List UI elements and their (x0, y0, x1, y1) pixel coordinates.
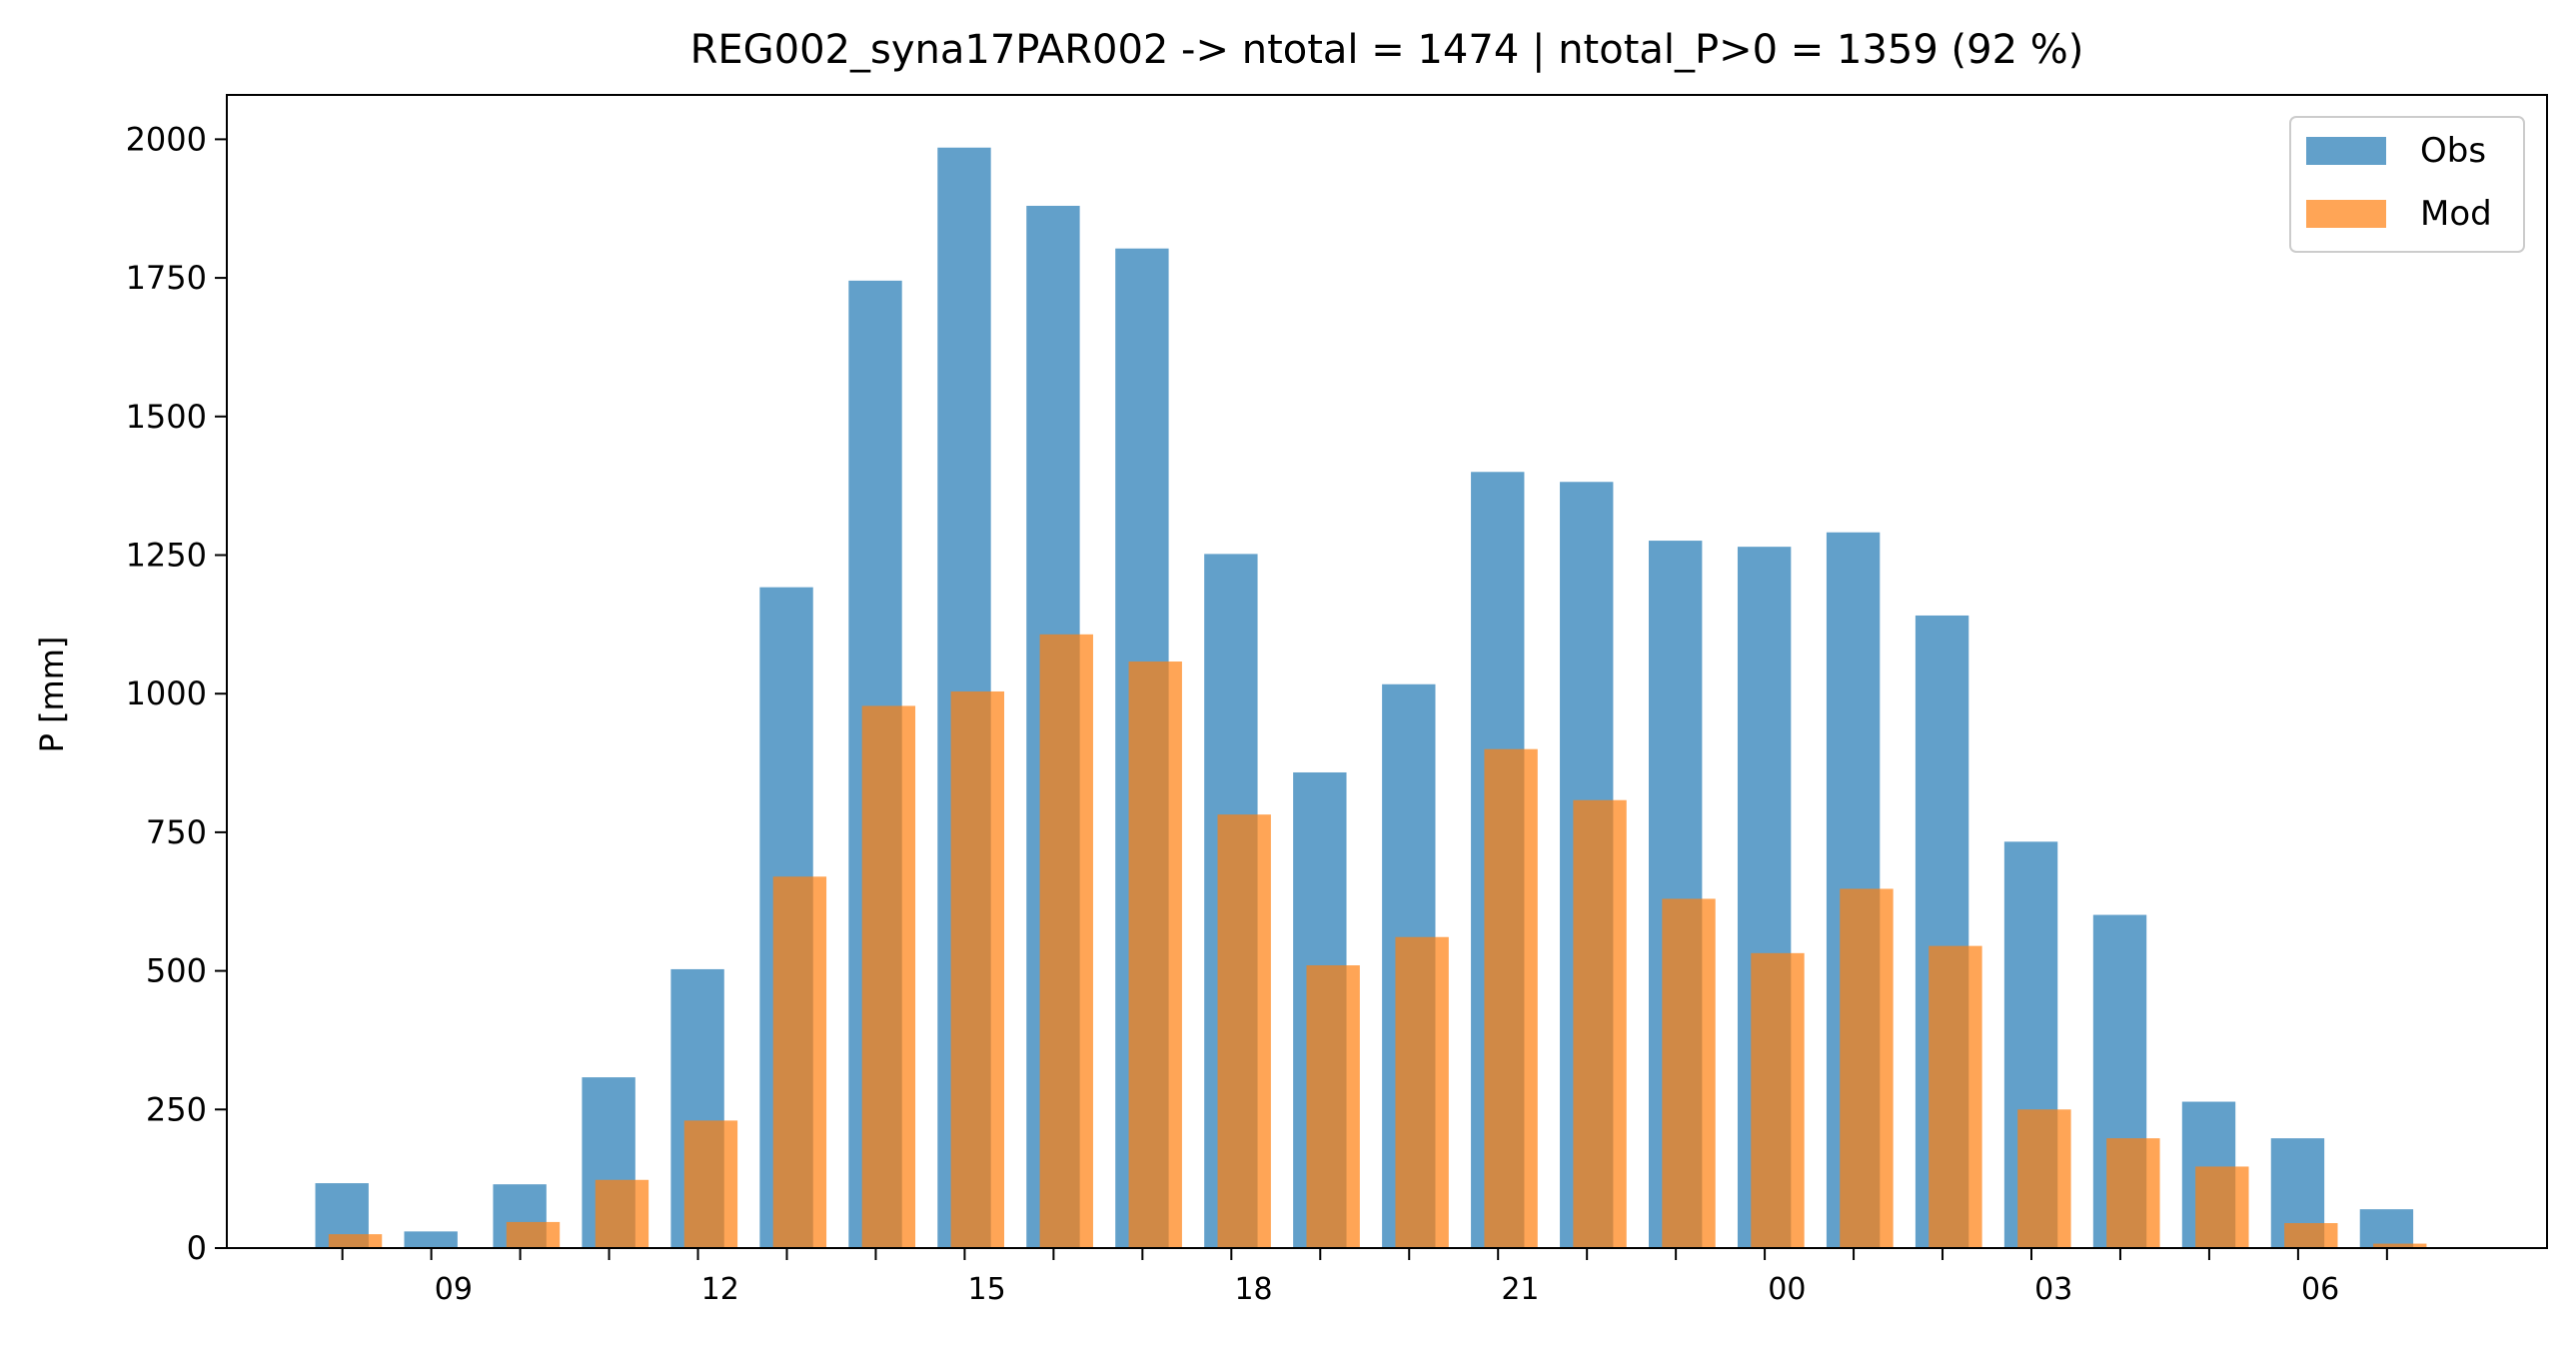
bar-mod (2017, 1109, 2071, 1248)
y-tick-label: 0 (187, 1229, 207, 1267)
x-tick-label: 12 (701, 1272, 739, 1307)
x-axis: 09 12 15 18 21 00 03 06 (341, 1248, 2388, 1307)
bar-mod (861, 705, 916, 1248)
y-tick-label: 500 (146, 952, 207, 990)
plot-frame (226, 94, 2548, 1249)
y-tick-label: 2000 (126, 120, 207, 158)
x-tick-label: 00 (1768, 1272, 1806, 1307)
legend-swatch-obs (2306, 137, 2386, 165)
bar-mod (683, 1120, 738, 1248)
bar-mod (2284, 1223, 2338, 1248)
x-tick-label: 03 (2034, 1272, 2072, 1307)
bar-mod (1039, 634, 1093, 1248)
chart-title: REG002_syna17PAR002 -> ntotal = 1474 | n… (690, 27, 2084, 73)
bar-mod (1929, 945, 1982, 1248)
bar-mod (595, 1179, 649, 1248)
y-tick-label: 250 (146, 1090, 207, 1128)
bar-mod (1662, 898, 1716, 1248)
bar-mod (1128, 662, 1182, 1248)
legend-label-obs: Obs (2420, 131, 2486, 171)
bar-mod (1573, 799, 1627, 1248)
bar-mod (1217, 814, 1271, 1248)
x-tick-label: 15 (968, 1272, 1006, 1307)
bar-mod (1484, 748, 1538, 1248)
bar-mod (1751, 952, 1805, 1248)
bar-mod (328, 1234, 383, 1248)
y-tick-label: 1750 (126, 259, 207, 297)
bar-mod (950, 690, 1004, 1248)
bar-mod (1840, 888, 1894, 1248)
bar-obs (2359, 1209, 2414, 1248)
y-tick-label: 1250 (126, 536, 207, 574)
x-tick-label: 06 (2301, 1272, 2339, 1307)
bar-mod (1306, 965, 1360, 1248)
bar-mod (1395, 936, 1449, 1248)
legend-swatch-mod (2306, 200, 2386, 228)
x-tick-label: 21 (1501, 1272, 1539, 1307)
y-axis-label: P [mm] (33, 637, 71, 753)
legend-label-mod: Mod (2420, 194, 2492, 234)
bar-mod (2106, 1138, 2160, 1248)
y-tick-label: 1500 (126, 398, 207, 436)
bar-mod (506, 1221, 561, 1248)
bars-group (315, 147, 2427, 1249)
bar-mod (772, 876, 827, 1248)
x-tick-label: 09 (435, 1272, 473, 1307)
bar-mod (2373, 1243, 2427, 1248)
y-tick-label: 750 (146, 813, 207, 851)
y-axis: 0 250 500 750 1000 1250 1500 1750 2000 (126, 120, 227, 1267)
y-tick-label: 1000 (126, 674, 207, 712)
x-tick-label: 18 (1234, 1272, 1272, 1307)
legend: Obs Mod (2289, 116, 2525, 253)
bar-obs (404, 1231, 458, 1248)
bar-mod (2195, 1166, 2249, 1248)
